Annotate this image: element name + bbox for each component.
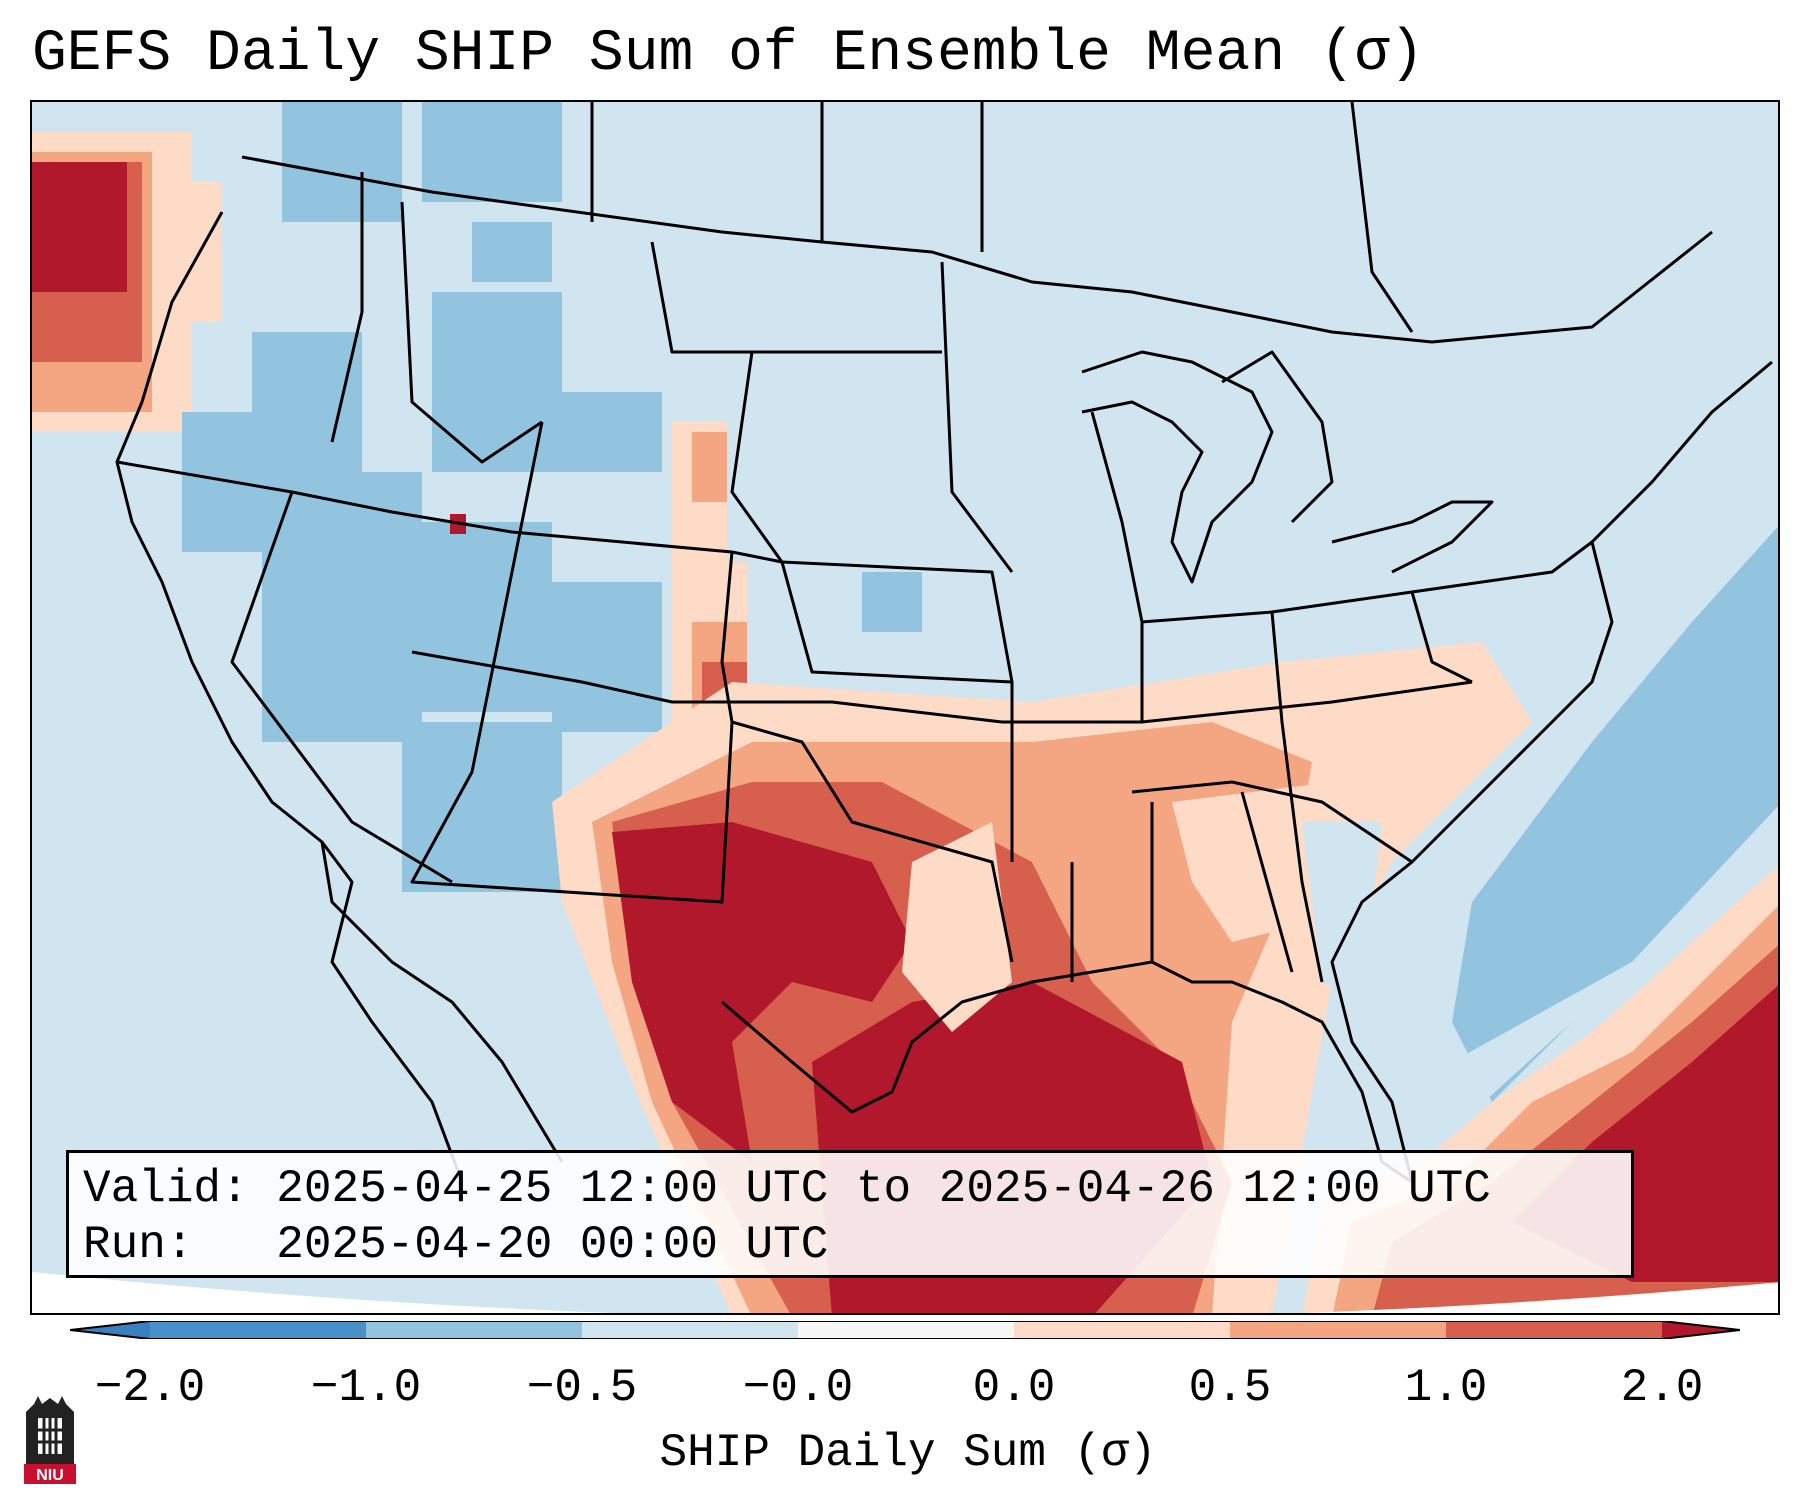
- colorbar-tick-label: −1.0: [310, 1362, 422, 1414]
- colorbar-tick-label: −2.0: [94, 1362, 206, 1414]
- valid-label: Valid:: [83, 1163, 249, 1215]
- map-canvas: [32, 102, 1778, 1313]
- field-atlantic-negative: [1452, 526, 1778, 1122]
- niu-logo: NIU: [24, 1396, 76, 1484]
- colorbar-tick-label: 1.0: [1404, 1362, 1488, 1414]
- run-label: Run:: [83, 1219, 194, 1271]
- map-title: GEFS Daily SHIP Sum of Ensemble Mean (σ): [32, 22, 1425, 87]
- valid-value: 2025-04-25 12:00 UTC to 2025-04-26 12:00…: [276, 1163, 1491, 1215]
- colorbar-tick-label: 0.5: [1188, 1362, 1272, 1414]
- colorbar-extend-high: [1662, 1321, 1740, 1339]
- colorbar-tick-label: 0.0: [972, 1362, 1056, 1414]
- colorbar-tick-label: −0.0: [742, 1362, 854, 1414]
- colorbar-extend-low: [70, 1321, 150, 1339]
- colorbar-bin: [1230, 1321, 1446, 1339]
- map-panel: [30, 100, 1780, 1315]
- colorbar: [70, 1321, 1740, 1339]
- colorbar-tick-label: −0.5: [526, 1362, 638, 1414]
- colorbar-tick-label: 2.0: [1620, 1362, 1704, 1414]
- colorbar-bin: [798, 1321, 1014, 1339]
- colorbar-bin: [1446, 1321, 1662, 1339]
- colorbar-label: SHIP Daily Sum (σ): [659, 1427, 1157, 1479]
- field-pacific-nw-positive: [32, 132, 222, 432]
- projection-edge: [32, 1272, 1778, 1313]
- boundaries: [115, 102, 1773, 1184]
- colorbar-bin: [1014, 1321, 1230, 1339]
- field-western-negative: [182, 102, 922, 892]
- validity-info-box: Valid: 2025-04-25 12:00 UTC to 2025-04-2…: [66, 1150, 1634, 1278]
- logo-text: NIU: [36, 1467, 64, 1484]
- colorbar-bin: [366, 1321, 582, 1339]
- colorbar-bin: [150, 1321, 366, 1339]
- colorbar-bin: [582, 1321, 798, 1339]
- run-value: 2025-04-20 00:00 UTC: [276, 1219, 829, 1271]
